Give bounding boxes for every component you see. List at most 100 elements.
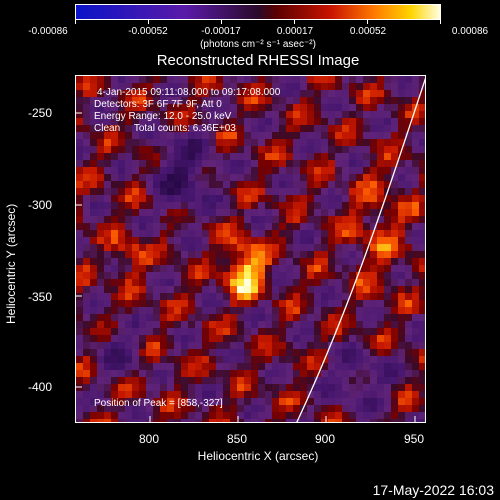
heatmap-pixel	[265, 146, 272, 153]
heatmap-pixel	[419, 237, 425, 244]
heatmap-pixel	[300, 335, 307, 342]
heatmap-pixel	[167, 174, 174, 181]
heatmap-pixel	[139, 202, 146, 209]
heatmap-pixel	[293, 279, 300, 286]
heatmap-pixel	[223, 300, 230, 307]
heatmap-pixel	[146, 118, 153, 125]
heatmap-pixel	[279, 300, 286, 307]
heatmap-pixel	[195, 153, 202, 160]
heatmap-pixel	[97, 349, 104, 356]
heatmap-pixel	[76, 251, 83, 258]
heatmap-pixel	[370, 314, 377, 321]
heatmap-pixel	[293, 125, 300, 132]
heatmap-pixel	[230, 419, 237, 422]
heatmap-pixel	[251, 244, 258, 251]
heatmap-pixel	[258, 300, 265, 307]
heatmap-pixel	[405, 377, 412, 384]
heatmap-pixel	[391, 349, 398, 356]
heatmap-pixel	[328, 335, 335, 342]
heatmap-pixel	[104, 223, 111, 230]
heatmap-pixel	[391, 146, 398, 153]
heatmap-pixel	[244, 384, 251, 391]
heatmap-pixel	[321, 272, 328, 279]
heatmap-pixel	[300, 363, 307, 370]
heatmap-pixel	[419, 251, 425, 258]
heatmap-pixel	[146, 188, 153, 195]
heatmap-pixel	[265, 419, 272, 422]
heatmap-pixel	[349, 419, 356, 422]
heatmap-pixel	[237, 181, 244, 188]
heatmap-pixel	[384, 293, 391, 300]
heatmap-pixel	[314, 118, 321, 125]
heatmap-pixel	[202, 300, 209, 307]
heatmap-pixel	[181, 202, 188, 209]
heatmap-pixel	[258, 90, 265, 97]
heatmap-pixel	[314, 216, 321, 223]
heatmap-pixel	[83, 300, 90, 307]
heatmap-pixel	[251, 209, 258, 216]
heatmap-pixel	[139, 314, 146, 321]
heatmap-pixel	[419, 384, 425, 391]
heatmap-pixel	[76, 293, 83, 300]
heatmap-pixel	[139, 321, 146, 328]
heatmap-pixel	[160, 293, 167, 300]
heatmap-pixel	[90, 111, 97, 118]
heatmap-pixel	[384, 251, 391, 258]
heatmap-pixel	[384, 272, 391, 279]
heatmap-pixel	[118, 216, 125, 223]
heatmap-pixel	[391, 195, 398, 202]
heatmap-pixel	[258, 391, 265, 398]
heatmap-pixel	[356, 202, 363, 209]
heatmap-pixel	[97, 160, 104, 167]
heatmap-pixel	[195, 342, 202, 349]
heatmap-pixel	[265, 167, 272, 174]
heatmap-pixel	[363, 419, 370, 422]
heatmap-pixel	[363, 132, 370, 139]
heatmap-pixel	[265, 272, 272, 279]
heatmap-pixel	[342, 286, 349, 293]
heatmap-pixel	[398, 244, 405, 251]
heatmap-pixel	[160, 223, 167, 230]
heatmap-pixel	[174, 398, 181, 405]
heatmap-pixel	[391, 111, 398, 118]
heatmap-pixel	[167, 237, 174, 244]
heatmap-pixel	[111, 272, 118, 279]
heatmap-pixel	[90, 363, 97, 370]
heatmap-pixel	[132, 195, 139, 202]
heatmap-pixel	[356, 209, 363, 216]
heatmap-pixel	[265, 258, 272, 265]
heatmap-pixel	[237, 153, 244, 160]
heatmap-pixel	[419, 160, 425, 167]
heatmap-pixel	[258, 307, 265, 314]
heatmap-pixel	[104, 293, 111, 300]
heatmap-pixel	[125, 286, 132, 293]
heatmap-pixel	[258, 237, 265, 244]
heatmap-pixel	[146, 328, 153, 335]
heatmap-pixel	[279, 314, 286, 321]
heatmap-pixel	[118, 153, 125, 160]
heatmap-pixel	[356, 97, 363, 104]
heatmap-pixel	[90, 181, 97, 188]
heatmap-pixel	[244, 370, 251, 377]
heatmap-pixel	[335, 405, 342, 412]
heatmap-pixel	[111, 132, 118, 139]
heatmap-pixel	[314, 237, 321, 244]
heatmap-pixel	[342, 314, 349, 321]
heatmap-pixel	[216, 83, 223, 90]
heatmap-pixel	[216, 146, 223, 153]
heatmap-pixel	[398, 286, 405, 293]
heatmap-pixel	[181, 335, 188, 342]
heatmap-pixel	[377, 181, 384, 188]
heatmap-pixel	[125, 293, 132, 300]
heatmap-pixel	[251, 216, 258, 223]
heatmap-pixel	[412, 328, 419, 335]
heatmap-pixel	[237, 265, 244, 272]
heatmap-pixel	[125, 265, 132, 272]
heatmap-pixel	[384, 363, 391, 370]
heatmap-pixel	[216, 195, 223, 202]
heatmap-pixel	[314, 370, 321, 377]
heatmap-pixel	[251, 258, 258, 265]
heatmap-pixel	[363, 328, 370, 335]
heatmap-pixel	[328, 377, 335, 384]
heatmap-pixel	[384, 111, 391, 118]
